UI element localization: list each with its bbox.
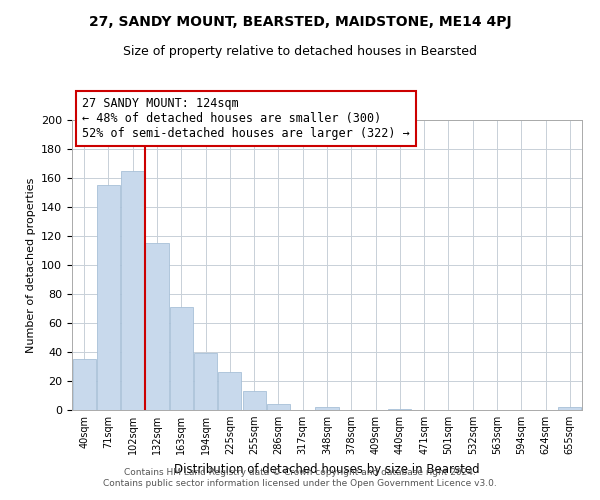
Text: 27 SANDY MOUNT: 124sqm
← 48% of detached houses are smaller (300)
52% of semi-de: 27 SANDY MOUNT: 124sqm ← 48% of detached… — [82, 97, 410, 140]
Text: Size of property relative to detached houses in Bearsted: Size of property relative to detached ho… — [123, 45, 477, 58]
Bar — [121, 171, 144, 410]
Bar — [388, 408, 412, 410]
Text: Contains HM Land Registry data © Crown copyright and database right 2024.
Contai: Contains HM Land Registry data © Crown c… — [103, 468, 497, 487]
Bar — [218, 372, 241, 410]
Bar — [73, 359, 95, 410]
Bar — [194, 354, 217, 410]
Y-axis label: Number of detached properties: Number of detached properties — [26, 178, 35, 352]
Bar — [316, 407, 338, 410]
Bar — [97, 185, 120, 410]
X-axis label: Distribution of detached houses by size in Bearsted: Distribution of detached houses by size … — [174, 462, 480, 475]
Bar — [559, 407, 581, 410]
Text: 27, SANDY MOUNT, BEARSTED, MAIDSTONE, ME14 4PJ: 27, SANDY MOUNT, BEARSTED, MAIDSTONE, ME… — [89, 15, 511, 29]
Bar — [145, 244, 169, 410]
Bar — [242, 391, 266, 410]
Bar — [267, 404, 290, 410]
Bar — [170, 307, 193, 410]
